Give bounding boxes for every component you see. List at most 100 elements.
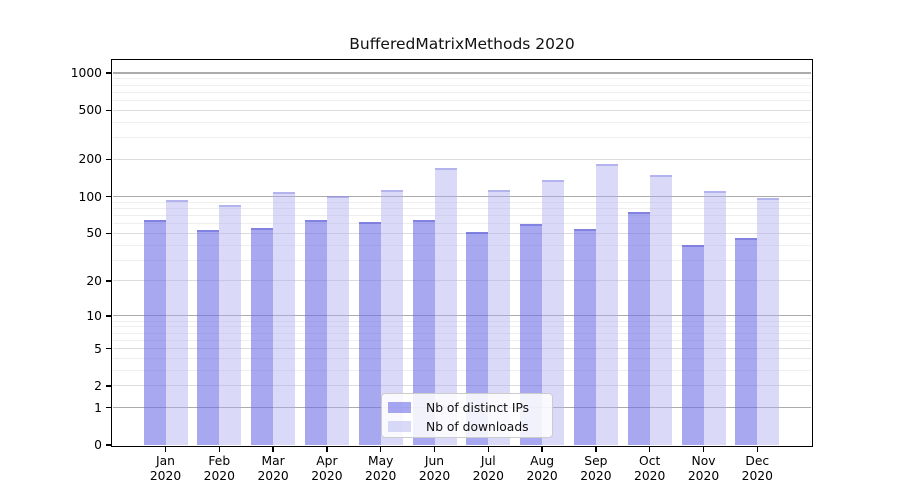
minor-gridline [113,207,811,209]
bar-downloads-apr [326,195,349,445]
minor-gridline [113,78,811,80]
x-tick-label: Jan 2020 [134,454,198,484]
y-tick-mark [105,315,112,317]
y-tick-label: 1 [94,400,102,415]
x-tick-mark [595,446,597,452]
x-tick-mark [541,446,543,452]
minor-gridline [113,332,811,334]
x-tick-mark [702,446,705,452]
x-tick-month: Jan [156,454,175,468]
minor-gridline [113,259,811,261]
y-tick-mark [105,232,112,234]
x-tick-month: Sep [584,454,608,468]
bar-downloads-feb [219,204,242,445]
minor-gridline [113,320,811,322]
minor-gridline [113,369,811,371]
bar-ips-aug [520,223,543,445]
y-tick-mark [105,406,112,409]
minor-gridline [113,244,811,246]
x-tick-month: Oct [639,454,661,468]
x-tick-month: May [367,454,394,468]
x-tick-mark [218,446,220,452]
y-tick-mark [105,280,112,282]
bar-downloads-nov [703,191,726,445]
minor-gridline [113,99,811,101]
x-tick-label: Nov 2020 [672,454,736,484]
x-tick-year: 2020 [149,469,182,483]
x-tick-month: Mar [261,454,285,468]
gridline [113,347,811,349]
chart-title: BufferedMatrixMethods 2020 [349,35,575,53]
y-tick-mark [105,195,112,198]
x-tick-mark [164,446,167,452]
bar-ips-jan [143,220,166,445]
x-tick-year: 2020 [472,469,504,483]
x-tick-month: Aug [530,454,555,468]
x-tick-mark [756,446,758,452]
y-tick-label: 50 [86,226,102,241]
bar-ips-apr [304,220,327,445]
y-tick-mark [105,444,112,446]
bar-downloads-may [380,190,403,445]
y-tick-label: 1000 [70,66,102,80]
minor-gridline [113,201,811,203]
gridline [113,280,811,282]
y-tick-label: 20 [86,274,102,289]
x-tick-label: Sep 2020 [564,454,628,484]
y-tick-label: 200 [78,152,102,167]
x-tick-year: 2020 [311,469,343,483]
minor-gridline [113,214,811,216]
x-tick-year: 2020 [418,469,451,483]
y-tick-label: 5 [94,341,102,356]
x-tick-label: Feb 2020 [187,454,251,484]
legend-swatch-downloads [388,421,411,432]
gridline [113,315,811,317]
y-tick-label: 100 [78,189,102,204]
legend-entry-downloads: Nb of downloads [388,418,546,435]
x-tick-year: 2020 [580,469,612,483]
bar-ips-dec [735,237,758,445]
bar-ips-jul [466,232,489,445]
bar-ips-sep [573,229,596,445]
gridline [113,385,811,387]
x-tick-mark [326,446,328,452]
minor-gridline [113,357,811,359]
minor-gridline [113,223,811,225]
x-tick-year: 2020 [741,469,773,483]
y-tick-label: 0 [94,438,102,452]
gridline [113,158,811,160]
bar-downloads-aug [542,180,565,445]
bar-ips-feb [197,230,220,445]
x-tick-label: Jun 2020 [403,454,467,484]
minor-gridline [113,137,811,139]
legend-swatch-ips [388,402,411,413]
x-tick-month: Jun [424,454,445,468]
gridline [113,195,811,198]
x-tick-label: Apr 2020 [295,454,359,484]
legend-label: Nb of downloads [426,419,529,434]
y-tick-mark [105,347,112,350]
minor-gridline [113,121,811,123]
x-tick-year: 2020 [365,469,397,483]
bar-ips-may [358,221,381,445]
bar-downloads-mar [273,191,296,445]
y-tick-mark [105,72,112,74]
x-tick-month: Nov [691,454,716,468]
bar-downloads-dec [757,197,780,445]
y-tick-mark [105,385,112,387]
x-tick-mark [272,446,274,452]
x-tick-month: Feb [208,454,231,468]
legend-label: Nb of distinct IPs [426,400,530,415]
minor-gridline [113,91,811,93]
x-tick-label: Dec 2020 [725,454,789,484]
gridline [113,72,811,74]
bar-downloads-oct [649,174,672,445]
bar-downloads-jul [488,189,511,445]
bar-downloads-sep [595,163,618,445]
x-tick-month: Dec [745,454,770,468]
x-tick-label: Oct 2020 [618,454,682,484]
bar-ips-oct [627,211,650,445]
minor-gridline [113,326,811,328]
